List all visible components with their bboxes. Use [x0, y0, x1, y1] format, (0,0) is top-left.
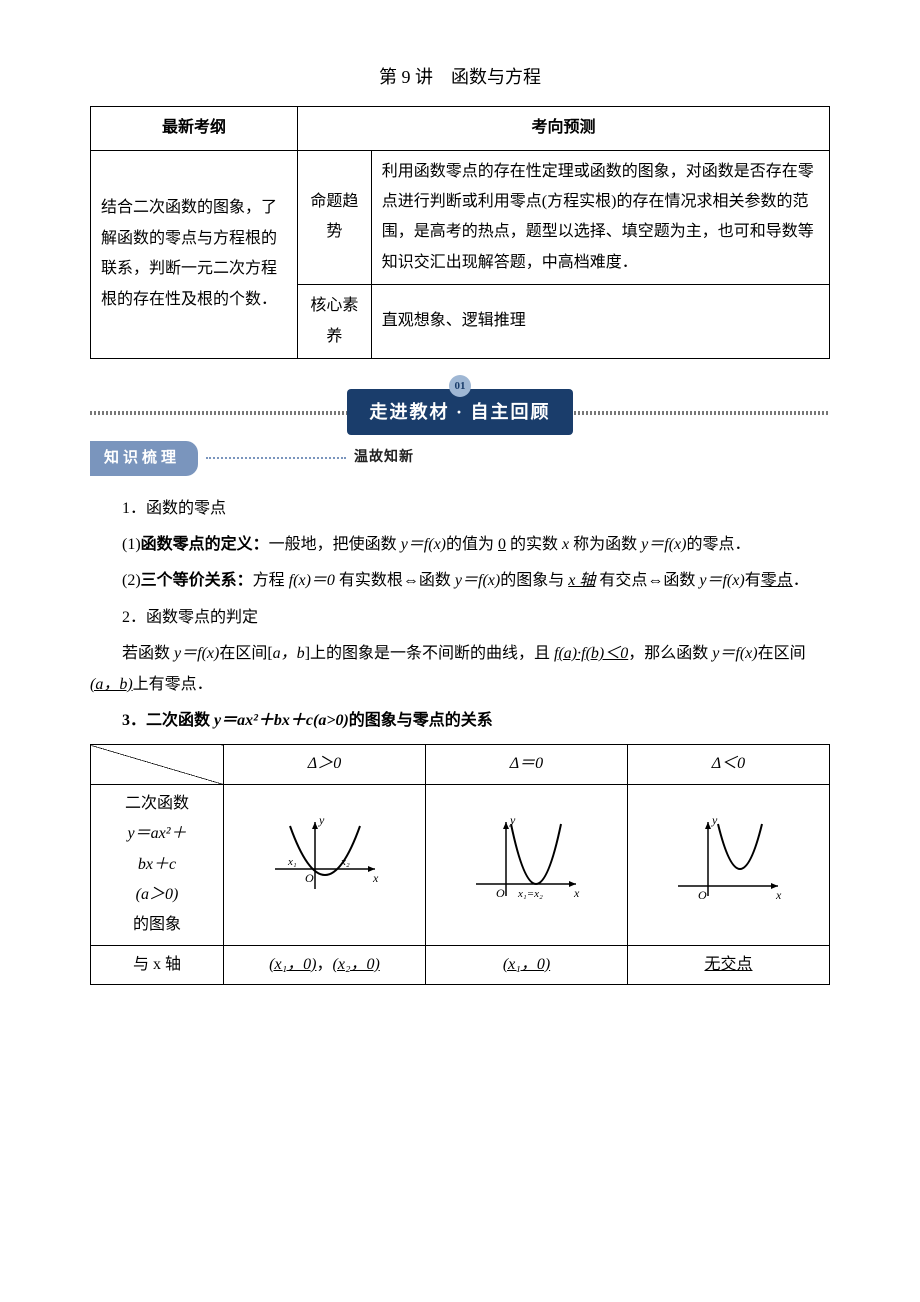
heading-1: 1．函数的零点: [90, 494, 830, 524]
para-1-2: (2)三个等价关系：方程 f(x)＝0 有实数根⇔函数 y＝f(x)的图象与 x…: [90, 566, 830, 596]
heading-2: 2．函数零点的判定: [90, 603, 830, 633]
sub-badge: 知识梳理: [90, 441, 198, 476]
graph-no-root: y x O: [627, 784, 829, 945]
trend-label: 命题趋势: [297, 150, 371, 285]
svg-text:O: O: [305, 871, 314, 885]
sub-caption: 温故知新: [354, 445, 414, 472]
col-delta-pos: Δ＞0: [224, 745, 426, 784]
para-2: 若函数 y＝f(x)在区间[a，b]上的图象是一条不间断的曲线，且 f(a)·f…: [90, 639, 830, 700]
syllabus-cell: 结合二次函数的图象，了解函数的零点与方程根的联系，判断一元二次方程根的存在性及根…: [91, 150, 298, 358]
svg-text:y: y: [711, 814, 718, 827]
cell-one-point: (x₁，0): [426, 945, 628, 984]
col-header-syllabus: 最新考纲: [91, 107, 298, 150]
heading-3: 3．二次函数 y＝ax²＋bx＋c(a>0)的图象与零点的关系: [90, 706, 830, 736]
sub-banner: 知识梳理 温故知新: [90, 441, 830, 476]
section-banner: 01 走进教材 · 自主回顾: [90, 389, 830, 435]
row-graph-label: 二次函数 y＝ax²＋ bx＋c (a＞0) 的图象: [91, 784, 224, 945]
col-delta-zero: Δ＝0: [426, 745, 628, 784]
banner-number: 01: [449, 375, 471, 397]
svg-text:y: y: [318, 814, 325, 827]
graph-one-root: y x O x₁=x₂: [426, 784, 628, 945]
cell-two-points: (x₁，0)，(x₂，0): [224, 945, 426, 984]
graph-two-roots: y x O x₁ x₂: [224, 784, 426, 945]
col-delta-neg: Δ＜0: [627, 745, 829, 784]
svg-text:O: O: [698, 888, 707, 902]
svg-text:x: x: [573, 886, 580, 900]
svg-text:y: y: [509, 814, 516, 827]
trend-cell: 利用函数零点的存在性定理或函数的图象，对函数是否存在零点进行判断或利用零点(方程…: [371, 150, 829, 285]
core-label: 核心素养: [297, 285, 371, 359]
svg-text:x: x: [775, 888, 782, 902]
core-cell: 直观想象、逻辑推理: [371, 285, 829, 359]
svg-text:x₂: x₂: [340, 856, 350, 868]
discriminant-table: Δ＞0 Δ＝0 Δ＜0 二次函数 y＝ax²＋ bx＋c (a＞0) 的图象 y…: [90, 744, 830, 985]
para-1-1: (1)函数零点的定义：一般地，把使函数 y＝f(x)的值为 0 的实数 x 称为…: [90, 530, 830, 560]
svg-text:x: x: [372, 871, 379, 885]
svg-text:O: O: [496, 886, 505, 900]
col-header-forecast: 考向预测: [297, 107, 829, 150]
cell-no-point: 无交点: [627, 945, 829, 984]
svg-text:x₁: x₁: [287, 856, 297, 868]
svg-text:x₁=x₂: x₁=x₂: [517, 888, 543, 900]
lesson-title: 第 9 讲 函数与方程: [90, 60, 830, 94]
syllabus-table: 最新考纲 考向预测 结合二次函数的图象，了解函数的零点与方程根的联系，判断一元二…: [90, 106, 830, 359]
row-xaxis-label: 与 x 轴: [91, 945, 224, 984]
